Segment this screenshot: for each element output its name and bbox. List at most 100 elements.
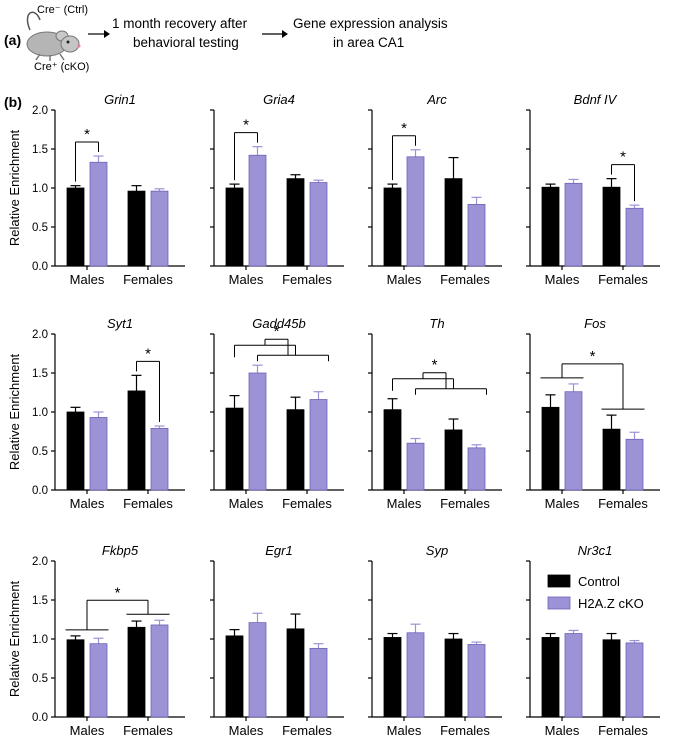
x-tick-label: Males (545, 496, 580, 511)
x-tick-label: Females (440, 272, 490, 287)
significance-star: * (432, 357, 438, 374)
legend-swatch-control (547, 574, 571, 588)
gene-title: Nr3c1 (578, 543, 613, 558)
y-tick-label: 1.5 (32, 368, 48, 380)
step1-line2: behavioral testing (133, 35, 239, 50)
y-tick-label: 0.5 (32, 446, 48, 458)
step1-line1: 1 month recovery after (112, 16, 248, 31)
bar-chart-panels: Grin1 0.0 0.5 1.0 1.5 2.0 Relative Enrichment M… (7, 92, 660, 738)
y-tick-label: 0.0 (32, 261, 48, 273)
significance-star: * (243, 117, 249, 134)
bar-control-females (444, 429, 463, 491)
gene-title: Bdnf IV (574, 92, 618, 107)
y-tick-label: 1.5 (32, 595, 48, 607)
bar-cko-females (309, 647, 328, 718)
gene-title: Fos (584, 316, 606, 331)
legend-swatch-cko (547, 596, 571, 610)
bar-cko-females (467, 447, 486, 491)
y-axis-label: Relative Enrichment (7, 353, 22, 470)
bar-control-males (541, 637, 560, 718)
y-tick-label: 2.0 (32, 329, 48, 341)
mouse-icon (26, 11, 81, 61)
bar-cko-females (309, 399, 328, 491)
y-tick-label: 1.5 (32, 144, 48, 156)
bar-control-males (225, 635, 244, 718)
legend-label-control: Control (578, 574, 620, 589)
bar-cko-males (564, 391, 583, 491)
x-tick-label: Males (229, 496, 264, 511)
step2-line1: Gene expression analysis (293, 16, 448, 31)
x-tick-label: Females (123, 272, 173, 287)
bar-cko-males (89, 417, 108, 491)
x-tick-label: Females (598, 723, 648, 738)
bar-control-females (127, 190, 146, 267)
panel-b-label: (b) (4, 94, 22, 110)
x-tick-label: Females (282, 496, 332, 511)
y-tick-label: 1.0 (32, 634, 48, 646)
bar-cko-females (467, 644, 486, 718)
panel-grin1: Grin1 0.0 0.5 1.0 1.5 2.0 Relative Enrichment M… (7, 92, 185, 287)
y-tick-label: 0.0 (32, 712, 48, 724)
y-axis-label: Relative Enrichment (7, 580, 22, 697)
bar-cko-males (564, 182, 583, 267)
bar-control-males (383, 187, 402, 267)
cko-label: Cre⁺ (cKO) (34, 61, 89, 73)
significance-star: * (84, 126, 90, 143)
bar-control-females (286, 628, 305, 718)
panel-syp: Syp Males Females (368, 543, 502, 738)
panel-a: (a) Cre⁻ (Ctrl) Cre⁺ (cKO) 1 month recov… (4, 4, 448, 73)
significance-star: * (115, 584, 121, 601)
x-tick-label: Males (70, 272, 105, 287)
bar-cko-males (564, 633, 583, 718)
significance-star: * (590, 348, 596, 365)
step2-line2: in area CA1 (333, 35, 404, 50)
x-tick-label: Females (440, 496, 490, 511)
bar-control-males (225, 407, 244, 491)
panel-gadd45b: Gadd45b Males Females * (210, 316, 344, 511)
x-tick-label: Females (282, 272, 332, 287)
x-tick-label: Males (545, 272, 580, 287)
bar-control-males (225, 187, 244, 267)
bar-control-females (286, 409, 305, 491)
bar-control-males (66, 187, 85, 267)
gene-title: Syp (426, 543, 448, 558)
panel-syt1: Syt1 0.0 0.5 1.0 1.5 2.0 Relative Enrichment Ma… (7, 316, 185, 511)
x-tick-label: Females (123, 723, 173, 738)
bar-control-females (602, 639, 621, 718)
gene-title: Fkbp5 (102, 543, 139, 558)
x-tick-label: Females (440, 723, 490, 738)
x-tick-label: Males (70, 723, 105, 738)
bar-cko-males (406, 156, 425, 267)
bar-cko-males (89, 643, 108, 718)
bar-cko-males (406, 442, 425, 491)
panel-a-label: (a) (4, 32, 21, 48)
y-tick-label: 0.0 (32, 485, 48, 497)
x-tick-label: Males (387, 496, 422, 511)
panel-fos: Fos Males Females * (526, 316, 660, 511)
bar-cko-females (625, 207, 644, 267)
panel-nr3c1: Nr3c1 Males Females (526, 543, 660, 738)
significance-star: * (145, 345, 151, 362)
panel-th: Th Males Females * (368, 316, 502, 511)
bar-cko-males (248, 372, 267, 491)
significance-star: * (274, 323, 280, 340)
y-tick-label: 1.0 (32, 183, 48, 195)
bar-control-males (541, 406, 560, 491)
bar-control-males (383, 637, 402, 718)
y-tick-label: 1.0 (32, 407, 48, 419)
bar-cko-females (150, 624, 169, 718)
panel-gria4: Gria4 Males Females * (210, 92, 344, 287)
bar-control-females (602, 428, 621, 491)
x-tick-label: Males (229, 723, 264, 738)
x-tick-label: Females (598, 272, 648, 287)
ctrl-label: Cre⁻ (Ctrl) (37, 4, 88, 16)
y-tick-label: 0.5 (32, 222, 48, 234)
bar-control-females (602, 186, 621, 267)
x-tick-label: Males (387, 723, 422, 738)
panel-egr1: Egr1 Males Females (210, 543, 344, 738)
gene-title: Grin1 (104, 92, 136, 107)
legend-label-cko: H2A.Z cKO (578, 596, 644, 611)
bar-control-males (541, 186, 560, 267)
